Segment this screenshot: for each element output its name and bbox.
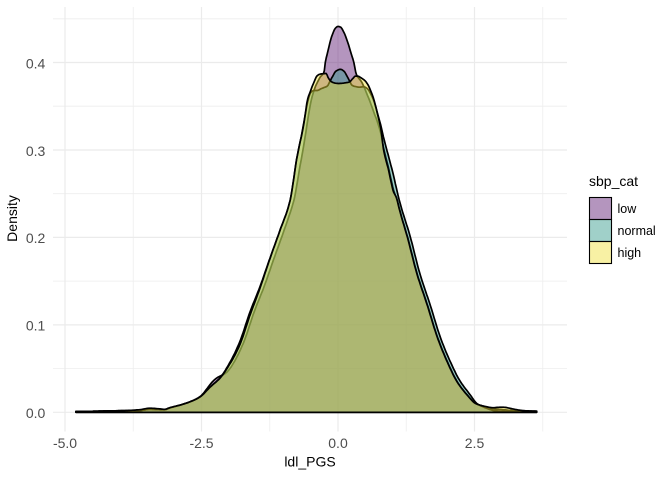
svg-text:0.1: 0.1	[26, 318, 46, 334]
svg-text:-2.5: -2.5	[189, 435, 213, 451]
svg-text:0.4: 0.4	[26, 55, 46, 71]
svg-text:0.0: 0.0	[328, 435, 348, 451]
svg-text:sbp_cat: sbp_cat	[589, 173, 638, 189]
svg-text:2.5: 2.5	[465, 435, 485, 451]
svg-text:0.3: 0.3	[26, 143, 46, 159]
svg-text:0.2: 0.2	[26, 230, 46, 246]
svg-text:normal: normal	[618, 224, 656, 238]
svg-text:-5.0: -5.0	[53, 435, 77, 451]
svg-text:Density: Density	[4, 195, 20, 242]
svg-text:high: high	[618, 246, 642, 260]
svg-text:0.0: 0.0	[26, 405, 46, 421]
svg-text:ldl_PGS: ldl_PGS	[284, 454, 335, 470]
svg-text:low: low	[618, 202, 638, 216]
